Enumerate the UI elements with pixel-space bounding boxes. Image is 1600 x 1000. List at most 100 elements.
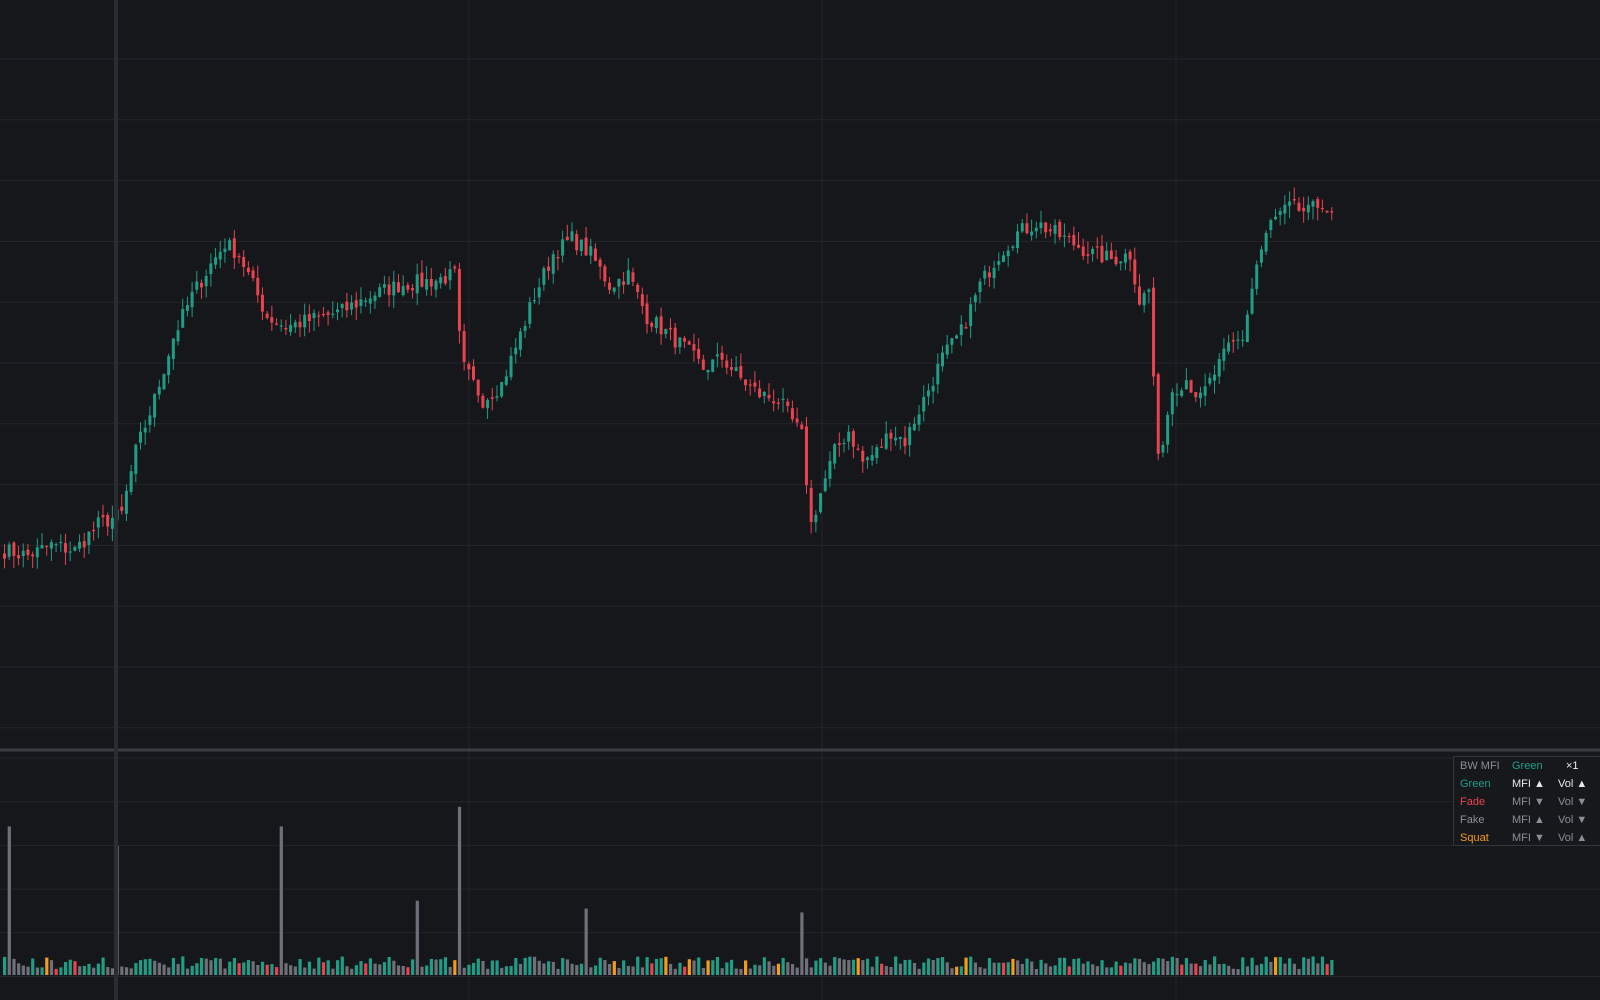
volume-bar: [659, 958, 663, 975]
candle-body: [926, 390, 930, 397]
candle-body: [720, 352, 724, 360]
volume-bar: [411, 959, 415, 975]
candle-body: [589, 246, 593, 256]
volume-bar: [795, 967, 799, 975]
volume-bar: [392, 960, 396, 975]
volume-bar: [82, 965, 86, 975]
candle-body: [870, 454, 874, 461]
candle-body: [1044, 222, 1048, 233]
volume-bar: [373, 963, 377, 975]
candle-body: [828, 460, 832, 479]
candle-body: [31, 554, 35, 557]
candle-body: [1039, 222, 1043, 229]
candle-body: [415, 274, 419, 294]
volume-bar: [275, 967, 279, 975]
volume-bar: [1278, 956, 1282, 975]
legend-row-vol: Vol ▼: [1558, 796, 1588, 808]
candle-body: [359, 299, 363, 307]
volume-bar: [434, 959, 438, 975]
candle-body: [1016, 231, 1020, 249]
volume-bar: [1095, 966, 1099, 975]
volume-bar: [457, 806, 462, 975]
candle-body: [683, 338, 687, 342]
volume-bar: [1306, 958, 1311, 975]
volume-bar: [92, 967, 96, 975]
candle-body: [908, 427, 912, 446]
volume-bar: [256, 965, 260, 975]
candle-body: [1114, 256, 1118, 265]
volume-bar: [270, 964, 274, 975]
candle-body: [293, 322, 297, 328]
volume-bar: [1016, 960, 1020, 975]
candle-body: [612, 287, 616, 292]
crosshair-vertical-line: [114, 0, 118, 1000]
legend-multiplier[interactable]: ×1: [1566, 760, 1579, 772]
candle-body: [153, 393, 157, 418]
candle-body: [509, 355, 513, 378]
legend-row-fake[interactable]: Fake MFI ▲ Vol ▼: [1454, 811, 1600, 829]
volume-bar: [106, 967, 110, 975]
candle-body: [532, 300, 536, 302]
candle-body: [1025, 223, 1029, 234]
volume-bar: [96, 963, 100, 975]
candle-body: [110, 517, 114, 529]
volume-bar: [692, 960, 696, 975]
candle-body: [1184, 380, 1188, 390]
volume-bar: [326, 960, 330, 975]
volume-bar: [1062, 957, 1067, 975]
volume-bar: [1330, 960, 1334, 975]
volume-bar: [321, 962, 326, 975]
volume-bar: [697, 957, 701, 975]
volume-bar: [842, 959, 846, 975]
volume-bar: [729, 959, 734, 975]
candle-body: [1011, 246, 1015, 249]
volume-bar: [214, 958, 218, 975]
candle-body: [973, 295, 977, 303]
candle-body: [321, 314, 325, 316]
candle-body: [664, 328, 668, 335]
legend-row-squat[interactable]: Squat MFI ▼ Vol ▲: [1454, 829, 1600, 847]
volume-bar: [1236, 969, 1240, 975]
volume-bar: [195, 963, 199, 975]
volume-bar: [622, 960, 626, 975]
candle-body: [781, 398, 785, 401]
volume-bar: [589, 967, 593, 975]
candle-body: [1067, 236, 1071, 238]
legend-row-green[interactable]: Green MFI ▲ Vol ▲: [1454, 775, 1600, 793]
candle-body: [162, 374, 166, 390]
volume-bar: [1283, 963, 1287, 975]
volume-bar: [1137, 958, 1142, 975]
candle-body: [1030, 231, 1034, 236]
volume-bar: [3, 956, 7, 975]
volume-bar: [1255, 965, 1259, 975]
candle-body: [1203, 386, 1207, 396]
legend-row-fade[interactable]: Fade MFI ▼ Vol ▼: [1454, 793, 1600, 811]
candle-body: [411, 288, 415, 291]
legend-row-name: Fake: [1460, 814, 1485, 826]
volume-bar: [415, 900, 419, 975]
volume-bar: [514, 958, 518, 975]
volume-bar: [1109, 967, 1114, 975]
volume-bar: [941, 957, 945, 975]
candle-body: [35, 547, 39, 558]
volume-bar: [758, 965, 762, 975]
candle-body: [626, 270, 630, 285]
candle-body: [1288, 201, 1292, 206]
candle-body: [997, 260, 1001, 265]
candle-body: [833, 444, 837, 464]
candle-body: [1166, 414, 1170, 445]
volume-bar: [978, 967, 982, 975]
volume-bar: [1259, 963, 1264, 975]
volume-bar: [317, 957, 321, 975]
candle-body: [1297, 202, 1301, 211]
candle-body: [185, 305, 189, 311]
volume-bar: [809, 967, 813, 975]
candle-body: [425, 279, 429, 290]
bw-mfi-legend[interactable]: BW MFI Green ×1 Green MFI ▲ Vol ▲ Fade M…: [1453, 756, 1600, 846]
candle-body: [472, 366, 475, 380]
candle-body: [1152, 287, 1156, 377]
candle-body: [1156, 374, 1160, 454]
candle-body: [654, 317, 658, 329]
candle-body: [148, 415, 152, 425]
